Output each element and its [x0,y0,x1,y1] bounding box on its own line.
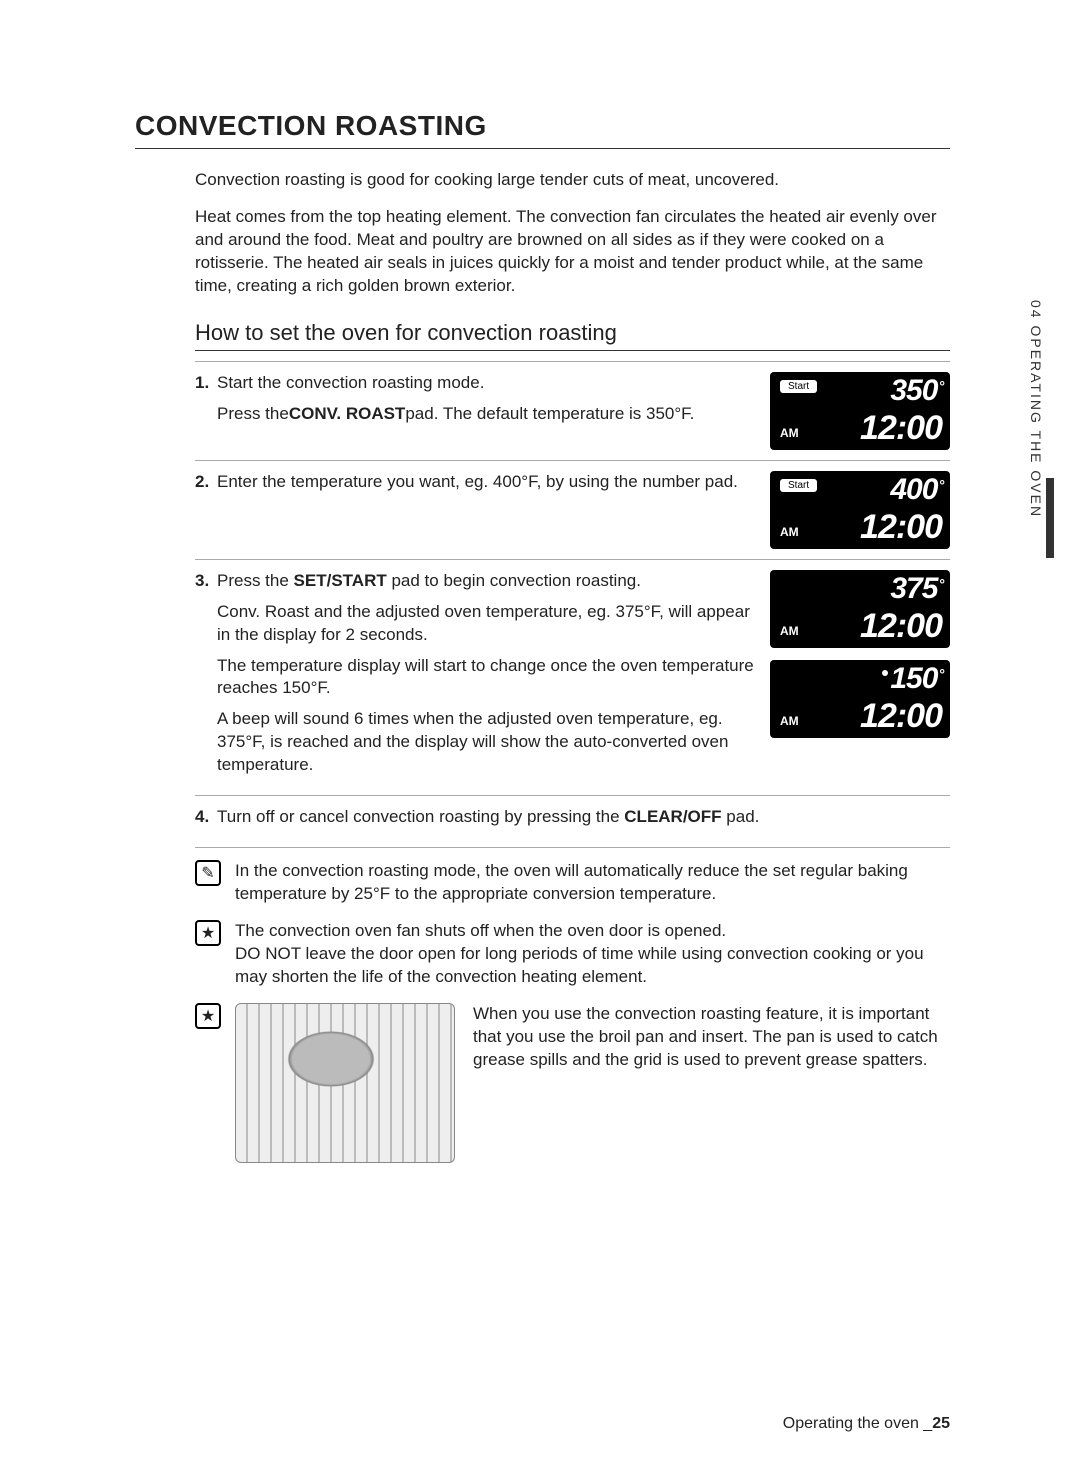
display-time: 12:00 [860,409,942,448]
display-time: 12:00 [860,697,942,736]
step-content: Turn off or cancel convection roasting b… [217,806,938,829]
display-am-label: AM [780,624,799,638]
display-column: Start 400° AM 12:00 [770,471,950,549]
preheat-dot-icon [882,670,888,676]
note-row: ✎ In the convection roasting mode, the ov… [195,860,950,906]
display-time: 12:00 [860,508,942,547]
step-text: 2.Enter the temperature you want, eg. 40… [195,471,770,549]
display-column: 375°AM12:00150°AM12:00 [770,570,950,786]
step-number: 1. [195,372,217,395]
step-content: Press the SET/START pad to begin convect… [217,570,758,593]
display-temperature: 350° [890,374,942,408]
step-line: A beep will sound 6 times when the adjus… [195,708,758,777]
step-content: Enter the temperature you want, eg. 400°… [217,471,758,494]
oven-display: 150° AM 12:00 [770,660,950,738]
display-temperature: 150° [890,662,942,696]
step-line: 1.Start the convection roasting mode. [195,372,758,395]
step-text: 3.Press the SET/START pad to begin conve… [195,570,770,786]
step-row: 2.Enter the temperature you want, eg. 40… [195,461,950,560]
oven-display: Start 400° AM 12:00 [770,471,950,549]
note-row: ★ The convection oven fan shuts off when … [195,920,950,989]
step-line: 2.Enter the temperature you want, eg. 40… [195,471,758,494]
step-row: 3.Press the SET/START pad to begin conve… [195,560,950,797]
step-line: Press the CONV. ROAST pad. The default t… [195,403,758,426]
body-block: Convection roasting is good for cooking … [135,169,950,1163]
display-column: Start 350° AM 12:00 [770,372,950,450]
roast-note-row: ★ When you use the convection roasting f… [195,1003,950,1163]
step-row: 1.Start the convection roasting mode. Pre… [195,362,950,461]
section-title: CONVECTION ROASTING [135,110,950,149]
display-am-label: AM [780,525,799,539]
roast-note-text: When you use the convection roasting fea… [473,1003,950,1072]
step-number: 3. [195,570,217,593]
notes-block: ✎ In the convection roasting mode, the ov… [195,860,950,989]
start-indicator: Start [780,479,817,492]
display-am-label: AM [780,426,799,440]
side-tab-bar [1046,478,1054,558]
oven-display: Start 350° AM 12:00 [770,372,950,450]
display-temperature: 375° [890,572,942,606]
side-tab-label: 04 OPERATING THE OVEN [1028,300,1044,518]
steps-list: 1.Start the convection roasting mode. Pre… [195,361,950,848]
intro-para-1: Convection roasting is good for cooking … [195,169,950,192]
step-number: 4. [195,806,217,829]
step-number: 2. [195,471,217,494]
step-line: 4.Turn off or cancel convection roasting… [195,806,938,829]
display-am-label: AM [780,714,799,728]
note-text: The convection oven fan shuts off when t… [235,920,950,989]
star-icon: ★ [195,920,221,946]
footer-page-number: 25 [932,1415,950,1432]
note-icon: ✎ [195,860,221,886]
step-line: The temperature display will start to ch… [195,655,758,701]
page-footer: Operating the oven _25 [783,1415,950,1433]
step-text: 4.Turn off or cancel convection roasting… [195,806,950,837]
star-icon: ★ [195,1003,221,1029]
step-content: Start the convection roasting mode. [217,372,758,395]
broil-pan-illustration [235,1003,455,1163]
step-text: 1.Start the convection roasting mode. Pre… [195,372,770,450]
display-time: 12:00 [860,607,942,646]
oven-display: 375° AM 12:00 [770,570,950,648]
intro-para-2: Heat comes from the top heating element.… [195,206,950,298]
step-row: 4.Turn off or cancel convection roasting… [195,796,950,848]
step-line: 3.Press the SET/START pad to begin conve… [195,570,758,593]
display-temperature: 400° [890,473,942,507]
step-line: Conv. Roast and the adjusted oven temper… [195,601,758,647]
note-text: In the convection roasting mode, the ove… [235,860,950,906]
footer-prefix: Operating the oven _ [783,1415,932,1432]
start-indicator: Start [780,380,817,393]
subheading: How to set the oven for convection roast… [195,320,950,351]
